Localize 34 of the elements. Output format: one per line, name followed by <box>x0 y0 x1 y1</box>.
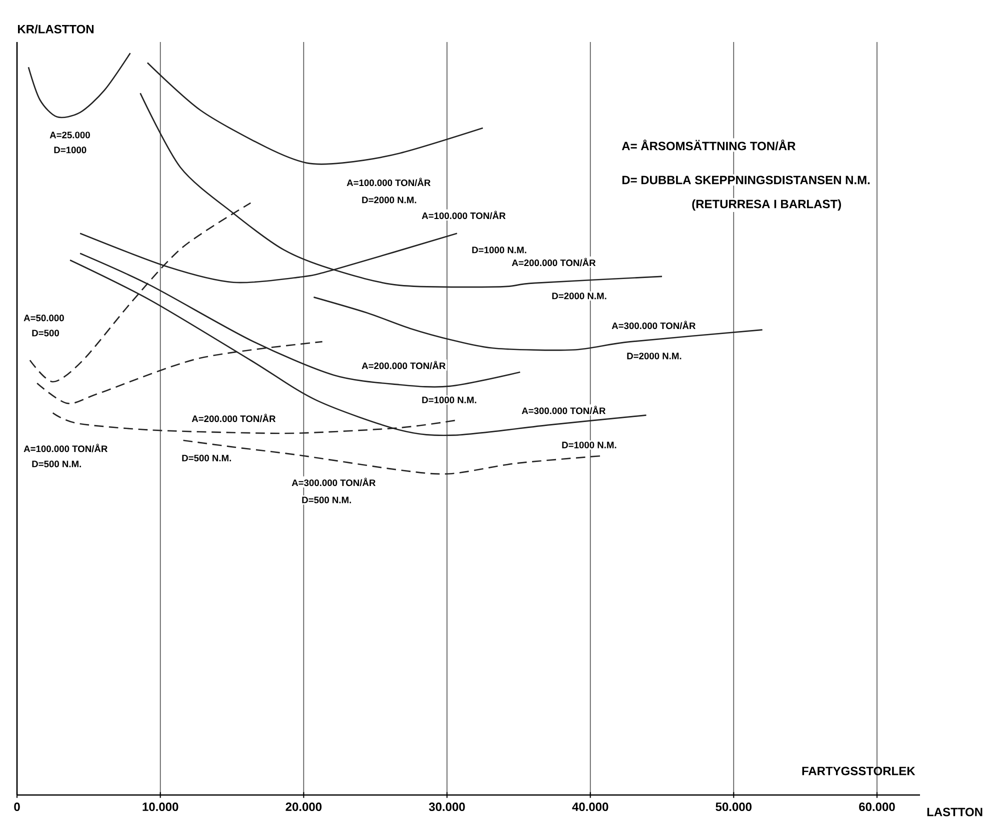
annotation: D= DUBBLA SKEPPNINGSDISTANSEN N.M. <box>622 176 870 184</box>
text: LASTTON <box>927 808 982 816</box>
annotation: D=1000 <box>54 146 86 154</box>
x-tick-label: 0 <box>14 802 20 812</box>
x-tick-label: 40.000 <box>572 802 608 812</box>
annotation: A= ÅRSOMSÄTTNING TON/ÅR <box>622 140 796 150</box>
annotation: D=2000 N.M. <box>627 352 682 360</box>
annotation: A=300.000 TON/ÅR <box>522 406 606 414</box>
x-tick-label: 60.000 <box>859 802 895 812</box>
annotation: D=2000 N.M. <box>362 196 416 204</box>
annotation: A=100.000 TON/ÅR <box>24 444 108 452</box>
annotation: D=500 N.M. <box>182 454 231 462</box>
annotation: D=500 N.M. <box>302 496 351 504</box>
annotation: D=1000 N.M. <box>562 442 616 448</box>
annotation: D=1000 N.M. <box>422 396 476 404</box>
annotation: A=100.000 TON/ÅR <box>346 178 431 186</box>
annotation: A=200.000 TON/ÅR <box>512 258 596 266</box>
annotation: A=300.000 TON/ÅR <box>292 478 376 486</box>
x-tick-label: 30.000 <box>428 802 465 812</box>
x-tick-label: 50.000 <box>716 802 752 812</box>
annotation: D=2000 N.M. <box>552 292 606 300</box>
annotation: A=50.000 <box>24 314 64 322</box>
annotation: A=25.000 <box>50 132 90 138</box>
annotation: D=1000 N.M. <box>472 246 526 254</box>
annotation: A=300.000 TON/ÅR <box>612 320 696 330</box>
x-tick-label: 10.000 <box>142 802 178 812</box>
y-axis-title: KR/LASTTON <box>18 24 94 34</box>
annotation: A=200.000 TON/ÅR <box>192 414 276 422</box>
annotation: A=100.000 TON/ÅR <box>422 210 506 220</box>
annotation: D=500 <box>32 330 59 336</box>
annotation: A=200.000 TON/ÅR <box>362 360 446 370</box>
x-tick-label: 20.000 <box>286 802 322 812</box>
annotation: D=500 N.M. <box>32 460 82 468</box>
annotation: (RETURRESA I BARLAST) <box>692 199 841 211</box>
